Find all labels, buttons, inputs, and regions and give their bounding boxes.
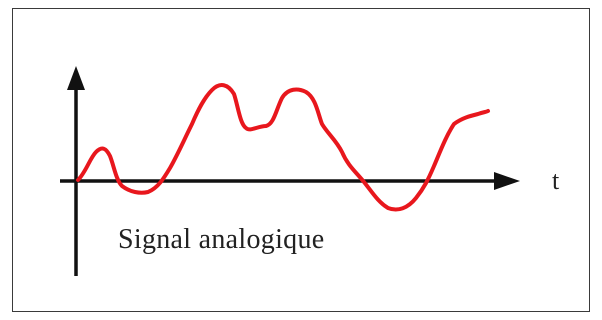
time-axis-arrowhead	[494, 172, 520, 190]
diagram-frame	[12, 8, 590, 312]
diagram-caption: Signal analogique	[118, 224, 325, 255]
analog-signal-curve	[76, 83, 490, 212]
time-axis-label: t	[552, 166, 560, 195]
vertical-axis-arrowhead	[67, 66, 85, 90]
